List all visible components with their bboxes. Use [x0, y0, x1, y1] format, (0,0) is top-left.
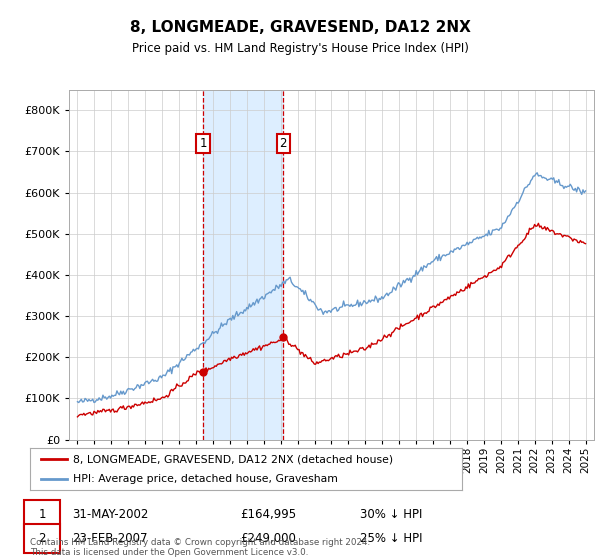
Text: 23-FEB-2007: 23-FEB-2007: [72, 532, 148, 545]
Text: 8, LONGMEADE, GRAVESEND, DA12 2NX: 8, LONGMEADE, GRAVESEND, DA12 2NX: [130, 20, 470, 35]
Text: £164,995: £164,995: [240, 507, 296, 521]
Text: 2: 2: [280, 137, 287, 150]
Text: 1: 1: [199, 137, 207, 150]
Text: 25% ↓ HPI: 25% ↓ HPI: [360, 532, 422, 545]
Text: 31-MAY-2002: 31-MAY-2002: [72, 507, 148, 521]
Bar: [203, 90, 283, 440]
Text: 2: 2: [38, 532, 46, 545]
Text: 8, LONGMEADE, GRAVESEND, DA12 2NX (detached house): 8, LONGMEADE, GRAVESEND, DA12 2NX (detac…: [73, 454, 394, 464]
Text: 1: 1: [38, 507, 46, 521]
Text: Contains HM Land Registry data © Crown copyright and database right 2024.
This d: Contains HM Land Registry data © Crown c…: [30, 538, 370, 557]
Text: HPI: Average price, detached house, Gravesham: HPI: Average price, detached house, Grav…: [73, 474, 338, 484]
Text: £249,000: £249,000: [240, 532, 296, 545]
Text: Price paid vs. HM Land Registry's House Price Index (HPI): Price paid vs. HM Land Registry's House …: [131, 42, 469, 55]
Text: 30% ↓ HPI: 30% ↓ HPI: [360, 507, 422, 521]
